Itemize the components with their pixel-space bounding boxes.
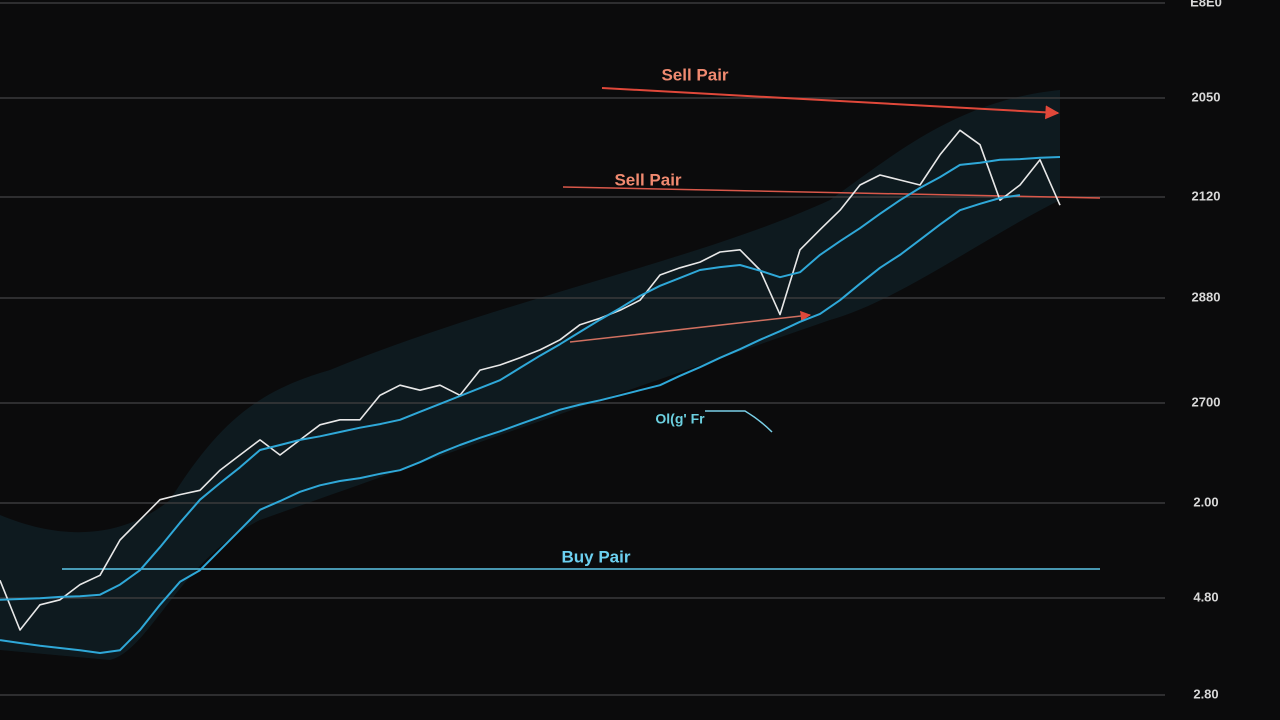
axis-label: 2.00 <box>1193 494 1218 509</box>
signal-line <box>569 310 812 343</box>
price-line <box>0 129 1061 631</box>
sell-line <box>601 87 1060 120</box>
annotation: Sell Pair <box>614 170 681 189</box>
band-area <box>0 90 1060 660</box>
annotation: Sell Pair <box>661 65 728 84</box>
band-line <box>0 156 1061 601</box>
axis-label: 2880 <box>1192 289 1221 304</box>
squiggle <box>705 410 773 433</box>
axis-label: E8E0 <box>1190 0 1222 9</box>
band-line <box>0 194 1021 654</box>
axis-label: 4.80 <box>1193 589 1218 604</box>
annotation: Buy Pair <box>562 547 631 566</box>
axis-label: 2.80 <box>1193 686 1218 701</box>
annotation: Ol(g' Fr <box>655 411 705 427</box>
axis-label: 2700 <box>1192 394 1221 409</box>
axis-label: 2120 <box>1192 188 1221 203</box>
axis-label: 2050 <box>1192 89 1221 104</box>
